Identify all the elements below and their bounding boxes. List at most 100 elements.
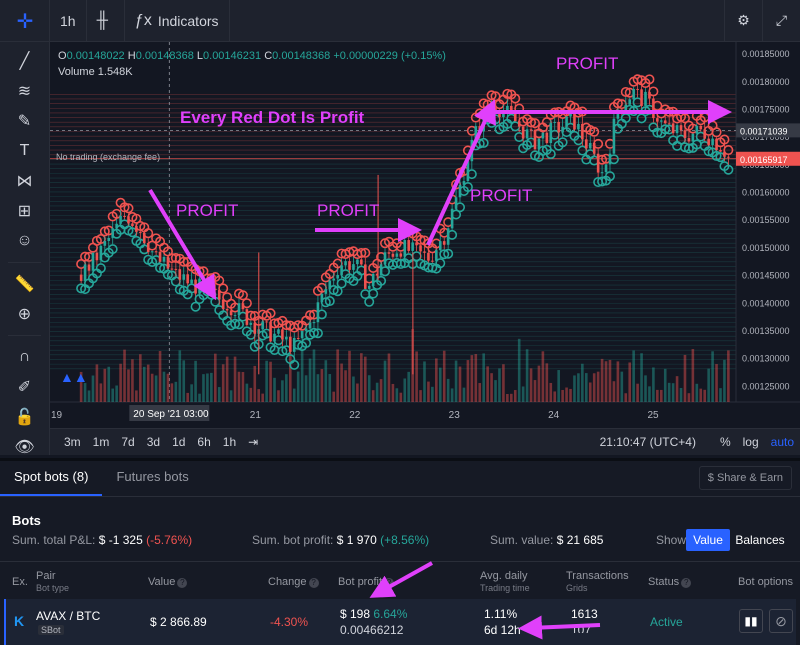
volume-bar (498, 368, 501, 402)
col-bot-profit[interactable]: Bot profit? (338, 576, 395, 588)
gear-icon: ⚙ (737, 12, 750, 28)
brush-icon[interactable]: ✎ (17, 113, 32, 130)
sell-dot (620, 86, 631, 97)
candle-body (723, 151, 726, 157)
buy-dot (233, 319, 244, 330)
candle-body (375, 273, 379, 276)
share-earn-button[interactable]: $ Share & Earn (698, 466, 792, 490)
volume-bar (703, 389, 707, 402)
col-status[interactable]: Status? (648, 576, 692, 588)
fib-icon[interactable]: ≋ (17, 83, 32, 100)
interval-button[interactable]: 1h (50, 0, 87, 42)
volume-bar (727, 350, 730, 402)
volume-bar (711, 351, 714, 402)
volume-bar (360, 353, 363, 402)
volume-bar (308, 358, 312, 402)
stop-bot-button[interactable]: ⊘ (769, 609, 793, 633)
range-3m[interactable]: 3m (64, 435, 81, 449)
time-tick-label: 24 (548, 410, 560, 421)
candlestick-icon: ╫ (96, 11, 108, 29)
range-1m[interactable]: 1m (92, 435, 110, 449)
help-icon[interactable]: ? (384, 578, 395, 588)
volume-bar (478, 383, 482, 402)
lock-drawing-icon[interactable]: ✐ (17, 379, 32, 396)
log-toggle[interactable]: log (742, 435, 759, 449)
col-transactions[interactable]: Transactions Grids (566, 570, 629, 594)
candle-body (435, 250, 438, 261)
stop-icon: ⊘ (775, 612, 787, 629)
volume-bar (186, 392, 189, 402)
table-row[interactable]: K AVAX / BTC SBot $ 2 866.89 -4.30% $ 19… (4, 599, 796, 645)
candle-body (486, 111, 489, 113)
bots-title: Bots (12, 513, 41, 528)
candle-type-button[interactable]: ╫ (87, 0, 125, 42)
volume-bar (273, 377, 276, 402)
candle-body (91, 252, 95, 271)
lock-icon[interactable]: 🔓 (14, 409, 35, 426)
candle-body (411, 242, 414, 251)
pattern-icon[interactable]: ⋈ (16, 173, 33, 190)
volume-bar (466, 360, 470, 402)
bot-chart-button[interactable]: ▮▮ (739, 609, 763, 633)
candle-body (174, 268, 178, 270)
volume-bar (135, 390, 138, 402)
settings-button[interactable]: ⚙ (724, 0, 762, 42)
buy-dot (427, 262, 438, 273)
current-price-label: 0.00171039 (740, 126, 788, 136)
crosshair-icon[interactable]: ✛ (16, 10, 34, 33)
col-avg-daily[interactable]: Avg. daily Trading time (480, 570, 530, 594)
volume-bar (723, 359, 726, 402)
col-value[interactable]: Value? (148, 576, 188, 588)
col-avg-daily-sub: Trading time (480, 583, 530, 593)
price-chart[interactable]: 0.001850000.001800000.001750000.00170000… (50, 42, 800, 428)
tab-futures-bots[interactable]: Futures bots (116, 469, 189, 484)
candle-body (691, 133, 695, 142)
volume-bar (458, 366, 462, 402)
candle-body (87, 264, 91, 271)
volume-bar (604, 361, 608, 402)
trend-line-icon[interactable]: ╱ (19, 53, 30, 70)
zoom-in-icon[interactable]: ⊕ (17, 306, 32, 323)
indicators-button[interactable]: ƒx Indicators (125, 0, 230, 42)
buy-dot (107, 244, 118, 255)
volume-bar (221, 364, 225, 402)
fullscreen-button[interactable]: ⤢ (762, 0, 800, 42)
candle-body (399, 253, 403, 257)
row-profit-usd: $ 198 (340, 607, 371, 621)
value-toggle-button[interactable]: Value (686, 529, 730, 551)
emoji-icon[interactable]: ☺ (16, 232, 33, 249)
volume-bar (486, 366, 489, 402)
buy-dot (395, 258, 406, 269)
ruler-icon[interactable]: 📏 (14, 276, 35, 293)
marker-price-badge (736, 151, 800, 166)
volume-bar (648, 386, 651, 402)
help-icon[interactable]: ? (681, 578, 692, 588)
candle-body (419, 245, 422, 252)
range-1d[interactable]: 1d (172, 435, 186, 449)
candle-body (415, 242, 418, 246)
help-icon[interactable]: ? (308, 578, 319, 588)
percent-toggle[interactable]: % (719, 435, 731, 449)
candle-body (553, 121, 557, 123)
sum-pnl-value: $ -1 325 (98, 533, 143, 547)
range-3d[interactable]: 3d (146, 435, 161, 449)
candle-body (663, 120, 667, 124)
range-1h[interactable]: 1h (222, 435, 237, 449)
balances-toggle-button[interactable]: Balances (735, 533, 785, 547)
volume-bar (119, 363, 122, 402)
eye-icon[interactable]: 👁 (14, 439, 35, 456)
candle-body (265, 321, 268, 323)
help-icon[interactable]: ? (177, 578, 188, 588)
auto-toggle[interactable]: auto (770, 435, 794, 449)
tab-spot-bots[interactable]: Spot bots (8) (0, 469, 103, 496)
range-6h[interactable]: 6h (197, 435, 211, 449)
measure-icon[interactable]: ⊞ (17, 203, 32, 220)
volume-bar (217, 387, 221, 402)
magnet-icon[interactable]: ∩ (18, 348, 31, 365)
text-icon[interactable]: T (19, 142, 30, 159)
range-7d[interactable]: 7d (121, 435, 135, 449)
date-range-icon[interactable]: ⇥ (248, 435, 259, 449)
col-change[interactable]: Change? (268, 576, 319, 588)
volume-bar (423, 361, 426, 402)
candle-body (604, 164, 608, 173)
